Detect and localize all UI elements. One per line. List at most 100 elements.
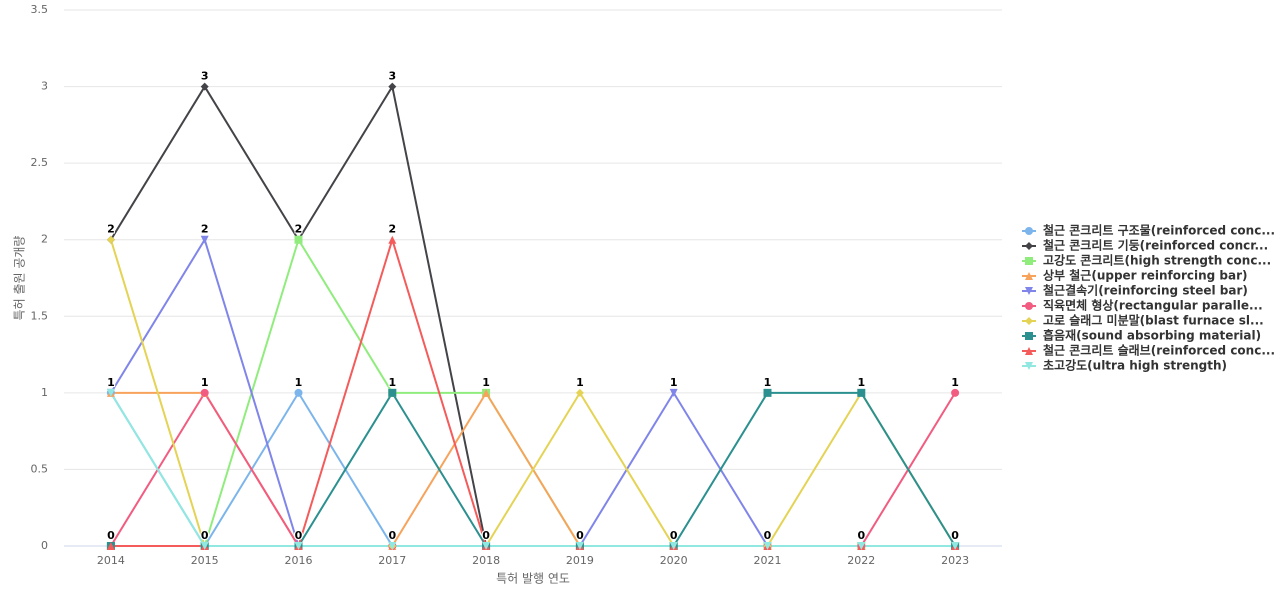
data-label: 1 (670, 376, 678, 389)
marker (857, 542, 866, 550)
data-label: 2 (201, 223, 209, 236)
data-label: 0 (670, 529, 678, 542)
data-label: 0 (857, 529, 865, 542)
data-label: 1 (857, 376, 865, 389)
marker (669, 388, 678, 397)
data-label: 3 (201, 70, 209, 83)
data-label: 0 (388, 529, 396, 542)
data-label: 1 (107, 376, 115, 389)
data-label: 0 (107, 529, 115, 542)
x-tick-label: 2015 (191, 554, 219, 567)
data-label: 0 (295, 529, 303, 542)
data-label: 0 (951, 529, 959, 542)
marker (575, 388, 584, 397)
data-label: 0 (388, 529, 396, 542)
data-label: 0 (951, 529, 959, 542)
data-label: 0 (857, 529, 865, 542)
marker (951, 388, 960, 397)
marker (106, 235, 115, 244)
marker (1025, 317, 1033, 325)
data-label: 0 (764, 529, 772, 542)
x-tick-label: 2019 (566, 554, 594, 567)
data-label: 0 (857, 529, 865, 542)
marker (1025, 257, 1033, 265)
data-label: 1 (482, 376, 490, 389)
data-label: 0 (107, 529, 115, 542)
data-label: 0 (857, 529, 865, 542)
data-label: 0 (576, 529, 584, 542)
data-label: 3 (388, 70, 396, 83)
data-label: 0 (764, 529, 772, 542)
marker (200, 542, 209, 550)
data-label: 1 (388, 376, 396, 389)
data-label: 0 (764, 529, 772, 542)
marker (294, 542, 303, 550)
data-label: 0 (670, 529, 678, 542)
data-label: 0 (951, 529, 959, 542)
data-label: 0 (670, 529, 678, 542)
x-tick-label: 2023 (941, 554, 969, 567)
marker (482, 388, 491, 397)
legend-label: 고로 슬래그 미분말(blast furnace sl... (1043, 313, 1264, 328)
x-tick-label: 2022 (847, 554, 875, 567)
data-label: 1 (482, 376, 490, 389)
data-label: 0 (764, 529, 772, 542)
legend-label: 철근 콘크리트 구조물(reinforced conc... (1043, 223, 1275, 238)
data-label: 0 (857, 529, 865, 542)
y-tick-label: 2 (41, 233, 48, 246)
data-label: 1 (576, 376, 584, 389)
x-axis-title: 특허 발행 연도 (496, 571, 570, 586)
legend-label: 상부 철근(upper reinforcing bar) (1043, 268, 1248, 283)
y-tick-label: 1.5 (31, 309, 49, 322)
data-label: 0 (388, 529, 396, 542)
data-label: 0 (576, 529, 584, 542)
data-label: 0 (951, 529, 959, 542)
data-label: 0 (951, 529, 959, 542)
data-label: 0 (670, 529, 678, 542)
data-label: 0 (201, 529, 209, 542)
y-tick-label: 3.5 (31, 3, 49, 16)
data-label: 2 (295, 223, 303, 236)
data-label: 1 (857, 376, 865, 389)
marker (388, 388, 397, 397)
data-label: 2 (388, 223, 396, 236)
data-label: 0 (670, 529, 678, 542)
marker (294, 388, 303, 397)
marker (763, 542, 772, 550)
y-tick-label: 3 (41, 80, 48, 93)
x-tick-label: 2014 (97, 554, 125, 567)
marker (1025, 242, 1033, 250)
data-label: 0 (388, 529, 396, 542)
data-label: 0 (951, 529, 959, 542)
data-label: 0 (951, 529, 959, 542)
data-label: 0 (388, 529, 396, 542)
data-label: 1 (107, 376, 115, 389)
data-label: 0 (576, 529, 584, 542)
data-label: 0 (201, 529, 209, 542)
data-label: 0 (107, 529, 115, 542)
marker (294, 235, 303, 244)
data-label: 0 (764, 529, 772, 542)
x-tick-label: 2016 (285, 554, 313, 567)
y-axis-title: 특허 출원 공개량 (13, 236, 27, 321)
data-label: 0 (670, 529, 678, 542)
data-label: 1 (201, 376, 209, 389)
data-label: 0 (107, 529, 115, 542)
data-label: 0 (764, 529, 772, 542)
data-label: 0 (576, 529, 584, 542)
marker (388, 542, 397, 550)
legend-label: 철근결속기(reinforcing steel bar) (1043, 283, 1248, 298)
marker (575, 542, 584, 550)
data-label: 0 (764, 529, 772, 542)
series-line (110, 392, 956, 547)
y-tick-label: 0.5 (31, 462, 49, 475)
data-label: 0 (482, 529, 490, 542)
data-label: 0 (482, 529, 490, 542)
marker (200, 82, 209, 91)
x-tick-label: 2020 (660, 554, 688, 567)
y-tick-label: 1 (41, 386, 48, 399)
data-label: 0 (295, 529, 303, 542)
marker (857, 388, 866, 397)
marker (1025, 302, 1033, 310)
